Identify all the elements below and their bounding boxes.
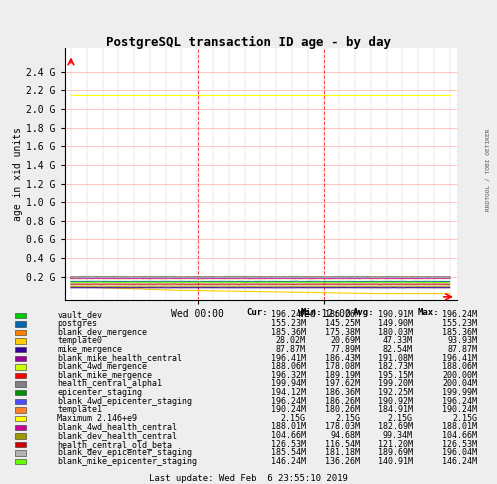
Text: Max:: Max: [417, 308, 439, 317]
Text: 146.24M: 146.24M [442, 457, 477, 466]
Text: 182.73M: 182.73M [378, 362, 413, 371]
Text: 196.41M: 196.41M [442, 354, 477, 363]
Text: 181.18M: 181.18M [326, 448, 360, 457]
Text: RRDTOOL / TOBI OETIKER: RRDTOOL / TOBI OETIKER [486, 128, 491, 211]
Text: 195.15M: 195.15M [378, 371, 413, 380]
Text: 196.24M: 196.24M [271, 311, 306, 319]
Text: 190.92M: 190.92M [378, 397, 413, 406]
Text: 185.36M: 185.36M [271, 328, 306, 337]
Text: 180.26M: 180.26M [326, 405, 360, 414]
Text: 87.87M: 87.87M [447, 345, 477, 354]
Text: blank_dev_epicenter_staging: blank_dev_epicenter_staging [57, 448, 192, 457]
Y-axis label: age in xid units: age in xid units [13, 127, 23, 221]
Text: 192.25M: 192.25M [378, 388, 413, 397]
Text: Avg:: Avg: [353, 308, 374, 317]
Text: blank_dev_mergence: blank_dev_mergence [57, 328, 147, 337]
Text: 146.24M: 146.24M [271, 457, 306, 466]
Text: vault_dev: vault_dev [57, 311, 102, 319]
Text: 191.08M: 191.08M [378, 354, 413, 363]
Text: 189.69M: 189.69M [378, 448, 413, 457]
Text: 185.36M: 185.36M [442, 328, 477, 337]
Text: blank_dev_health_central: blank_dev_health_central [57, 431, 177, 440]
Text: blank_4wd_health_central: blank_4wd_health_central [57, 423, 177, 431]
Text: 47.33M: 47.33M [383, 336, 413, 345]
Text: 186.36M: 186.36M [326, 388, 360, 397]
Text: 190.24M: 190.24M [271, 405, 306, 414]
Text: 196.24M: 196.24M [442, 311, 477, 319]
Text: 186.26M: 186.26M [326, 311, 360, 319]
Text: 196.24M: 196.24M [271, 397, 306, 406]
Text: 126.53M: 126.53M [442, 440, 477, 449]
Text: 189.19M: 189.19M [326, 371, 360, 380]
Text: 186.43M: 186.43M [326, 354, 360, 363]
Text: 77.89M: 77.89M [331, 345, 360, 354]
Text: blank_4wd_epicenter_staging: blank_4wd_epicenter_staging [57, 397, 192, 406]
Text: 197.62M: 197.62M [326, 379, 360, 388]
Text: 149.90M: 149.90M [378, 319, 413, 328]
Text: 99.34M: 99.34M [383, 431, 413, 440]
Text: 116.54M: 116.54M [326, 440, 360, 449]
Text: Last update: Wed Feb  6 23:55:10 2019: Last update: Wed Feb 6 23:55:10 2019 [149, 474, 348, 483]
Text: 186.26M: 186.26M [326, 397, 360, 406]
Text: 184.91M: 184.91M [378, 405, 413, 414]
Text: 190.24M: 190.24M [442, 405, 477, 414]
Text: 178.03M: 178.03M [326, 423, 360, 431]
Text: 82.54M: 82.54M [383, 345, 413, 354]
Text: 2.15G: 2.15G [335, 414, 360, 423]
Text: 185.54M: 185.54M [271, 448, 306, 457]
Text: PostgreSQL transaction ID age - by day: PostgreSQL transaction ID age - by day [106, 36, 391, 49]
Text: 104.66M: 104.66M [271, 431, 306, 440]
Text: 190.91M: 190.91M [378, 311, 413, 319]
Text: 2.15G: 2.15G [281, 414, 306, 423]
Text: health_central_alpha1: health_central_alpha1 [57, 379, 162, 388]
Text: 178.08M: 178.08M [326, 362, 360, 371]
Text: 145.25M: 145.25M [326, 319, 360, 328]
Text: 199.94M: 199.94M [271, 379, 306, 388]
Text: template1: template1 [57, 405, 102, 414]
Text: 94.68M: 94.68M [331, 431, 360, 440]
Text: 175.38M: 175.38M [326, 328, 360, 337]
Text: 155.23M: 155.23M [442, 319, 477, 328]
Text: Maximum 2.146+e9: Maximum 2.146+e9 [57, 414, 137, 423]
Text: Cur:: Cur: [246, 308, 267, 317]
Text: 188.06M: 188.06M [271, 362, 306, 371]
Text: 87.87M: 87.87M [276, 345, 306, 354]
Text: 196.41M: 196.41M [271, 354, 306, 363]
Text: 182.69M: 182.69M [378, 423, 413, 431]
Text: Min:: Min: [301, 308, 322, 317]
Text: 121.20M: 121.20M [378, 440, 413, 449]
Text: blank_mike_epicenter_staging: blank_mike_epicenter_staging [57, 457, 197, 466]
Text: 194.12M: 194.12M [271, 388, 306, 397]
Text: mike_mergence: mike_mergence [57, 345, 122, 354]
Text: 196.04M: 196.04M [442, 448, 477, 457]
Text: epicenter_staging: epicenter_staging [57, 388, 142, 397]
Text: postgres: postgres [57, 319, 97, 328]
Text: 200.00M: 200.00M [442, 371, 477, 380]
Text: 140.91M: 140.91M [378, 457, 413, 466]
Text: 199.99M: 199.99M [442, 388, 477, 397]
Text: 28.02M: 28.02M [276, 336, 306, 345]
Text: 188.06M: 188.06M [442, 362, 477, 371]
Text: blank_mike_health_central: blank_mike_health_central [57, 354, 182, 363]
Text: blank_mike_mergence: blank_mike_mergence [57, 371, 152, 380]
Text: 196.32M: 196.32M [271, 371, 306, 380]
Text: health_central_old_beta: health_central_old_beta [57, 440, 172, 449]
Text: 2.15G: 2.15G [388, 414, 413, 423]
Text: 199.20M: 199.20M [378, 379, 413, 388]
Text: 20.69M: 20.69M [331, 336, 360, 345]
Text: 196.24M: 196.24M [442, 397, 477, 406]
Text: 104.66M: 104.66M [442, 431, 477, 440]
Text: 180.03M: 180.03M [378, 328, 413, 337]
Text: 93.93M: 93.93M [447, 336, 477, 345]
Text: 188.01M: 188.01M [271, 423, 306, 431]
Text: 200.04M: 200.04M [442, 379, 477, 388]
Text: 155.23M: 155.23M [271, 319, 306, 328]
Text: 2.15G: 2.15G [452, 414, 477, 423]
Text: 188.01M: 188.01M [442, 423, 477, 431]
Text: 136.26M: 136.26M [326, 457, 360, 466]
Text: 126.53M: 126.53M [271, 440, 306, 449]
Text: template0: template0 [57, 336, 102, 345]
Text: blank_4wd_mergence: blank_4wd_mergence [57, 362, 147, 371]
